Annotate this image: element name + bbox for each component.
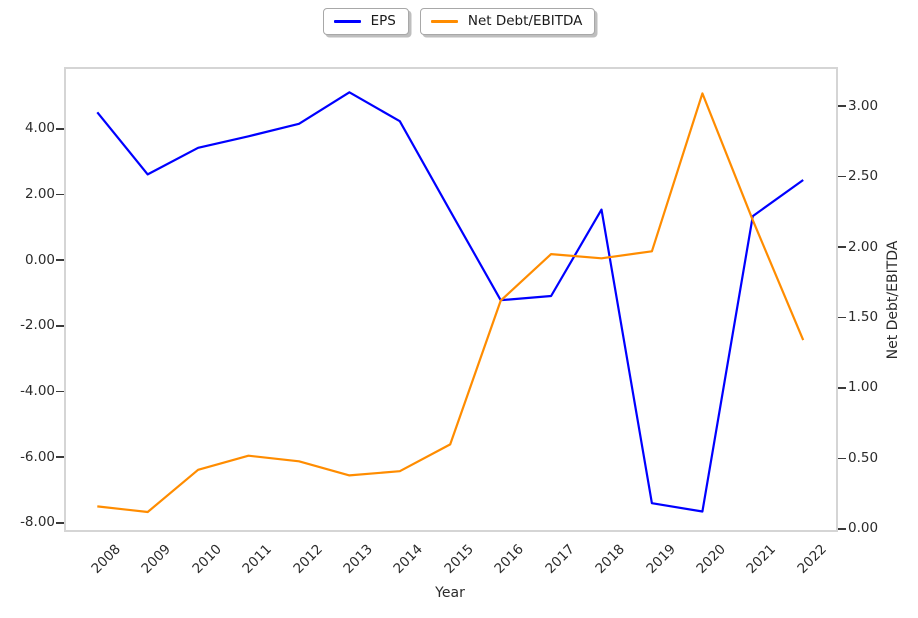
legend-item-eps[interactable]: EPS	[322, 8, 409, 35]
eps-line-swatch-icon	[333, 20, 361, 23]
left-y-tick-label: -2.00	[20, 317, 55, 334]
left-y-tick-label: -6.00	[20, 448, 55, 465]
right-y-axis-title: Net Debt/EBITDA	[885, 240, 901, 360]
left-y-tick	[56, 259, 64, 262]
x-tick-label: 2022	[794, 541, 830, 577]
right-y-tick	[838, 457, 846, 460]
x-tick-label: 2018	[592, 541, 629, 577]
left-y-tick	[56, 324, 64, 327]
left-y-tick	[56, 127, 64, 130]
x-tick-label: 2021	[743, 541, 780, 577]
right-y-tick	[838, 528, 846, 530]
right-y-tick-label: 0.50	[848, 449, 879, 466]
left-y-tick	[56, 193, 64, 196]
left-y-tick-label: 2.00	[24, 185, 55, 202]
left-y-tick-label: -8.00	[20, 514, 55, 531]
right-y-tick-label: 0.00	[848, 520, 879, 537]
x-tick-label: 2015	[441, 541, 477, 577]
x-tick-label: 2011	[239, 541, 276, 577]
left-y-tick-label: -4.00	[20, 383, 55, 400]
left-y-tick-label: 0.00	[24, 251, 55, 268]
left-y-tick-label: 4.00	[24, 120, 55, 137]
left-y-tick	[56, 390, 64, 393]
right-y-tick	[838, 246, 846, 248]
right-y-tick	[838, 175, 846, 178]
x-tick-label: 2019	[642, 541, 679, 577]
left-y-tick	[56, 522, 64, 524]
x-tick-label: 2017	[542, 541, 578, 577]
x-tick-label: 2014	[390, 541, 427, 577]
right-y-tick-label: 2.50	[848, 168, 879, 185]
x-tick-label: 2013	[340, 541, 377, 577]
x-tick-label: 2010	[189, 541, 225, 577]
x-axis-title: Year	[435, 585, 465, 601]
legend-item-net-debt-ebitda[interactable]: Net Debt/EBITDA	[419, 8, 596, 35]
right-y-tick-label: 1.00	[848, 379, 879, 396]
x-tick-label: 2016	[491, 541, 528, 577]
legend-label-eps: EPS	[370, 12, 396, 29]
legend-label-net-debt-ebitda: Net Debt/EBITDA	[467, 12, 583, 29]
right-y-tick	[838, 316, 846, 319]
x-tick-label: 2012	[289, 541, 326, 577]
plot-area	[64, 67, 838, 532]
right-y-tick-label: 1.50	[848, 309, 879, 325]
right-y-tick	[838, 387, 846, 389]
legend: EPS Net Debt/EBITDA	[0, 8, 918, 35]
right-y-tick-label: 2.00	[848, 238, 879, 255]
net-debt-ebitda-line-swatch-icon	[430, 20, 458, 23]
x-tick-label: 2008	[88, 541, 124, 577]
right-y-tick-label: 3.00	[848, 97, 879, 114]
right-y-tick	[838, 105, 846, 107]
x-tick-label: 2020	[693, 541, 729, 577]
left-y-tick	[56, 456, 64, 459]
x-tick-label: 2009	[138, 541, 175, 577]
